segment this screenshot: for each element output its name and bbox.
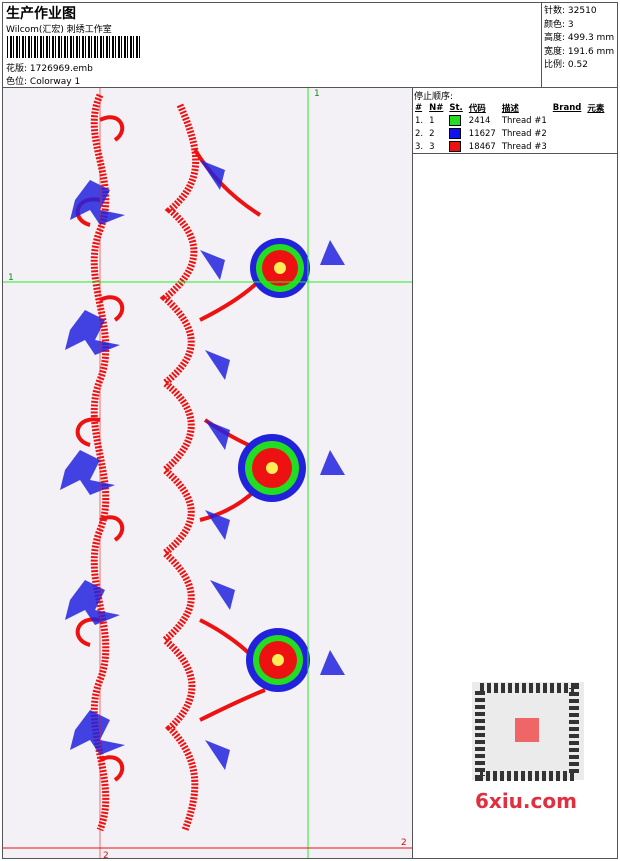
thread-row: 1. 1 2414 Thread #1 — [412, 114, 607, 127]
description: Thread #2 — [501, 128, 547, 139]
title: 生产作业图 — [6, 6, 76, 22]
stat-label: 针数: — [544, 6, 566, 16]
stop-title: 停止顺序: — [414, 92, 454, 102]
side-panel — [412, 87, 618, 859]
label: 色位: — [6, 77, 28, 87]
stat-row: 宽度: 191.6 mm — [544, 46, 614, 60]
column-header: 元素 — [587, 103, 605, 114]
needle: 1 — [429, 115, 435, 126]
code: 11627 — [468, 128, 496, 139]
label: 花版: — [6, 64, 28, 74]
stat-label: 宽度: — [544, 46, 566, 57]
swatch — [449, 115, 462, 126]
thread-row: 2. 2 11627 Thread #2 — [412, 127, 607, 140]
marker: 1 — [314, 89, 320, 99]
stat-value: 191.6 mm — [567, 46, 615, 57]
column-header: 描述 — [501, 103, 519, 114]
index: 3. — [415, 141, 424, 152]
colorway-row: 色位: Colorway 1 — [6, 74, 80, 87]
code: 18467 — [468, 141, 496, 152]
scallop — [159, 103, 200, 832]
stats: 针数: 32510 颜色: 3 高度: 499.3 mm 宽度: 191.6 mm 比例… — [544, 5, 614, 73]
flowers — [238, 238, 310, 692]
stat-label: 比例: — [544, 60, 566, 70]
swatch — [449, 141, 462, 152]
column-header: Brand — [552, 102, 582, 113]
description: Thread #1 — [501, 115, 547, 126]
leaves — [60, 180, 125, 755]
stat-label: 高度: — [544, 33, 566, 43]
column-header: St. — [449, 102, 463, 113]
column-header: N# — [429, 102, 444, 113]
needle: 3 — [429, 141, 435, 152]
stat-value: 3 — [567, 19, 574, 30]
value: 1726969.emb — [29, 64, 93, 74]
value: Colorway 1 — [29, 77, 81, 87]
column-header: 代码 — [468, 103, 486, 114]
swatch-cell — [446, 127, 465, 140]
thread-row: 3. 3 18467 Thread #3 — [412, 140, 607, 153]
thread-table: # N# St. 代码 描述 Brand 元素 1. 1 2414 Thread #1 2. 2 1162… — [412, 101, 607, 153]
stat-row: 颜色: 3 — [544, 19, 614, 33]
index: 2. — [415, 128, 424, 139]
divider — [412, 153, 618, 154]
stat-row: 高度: 499.3 mm — [544, 32, 614, 46]
swatch-cell — [446, 140, 465, 153]
stat-value: 0.52 — [567, 60, 588, 70]
code: 2414 — [468, 115, 491, 126]
header-row: # N# St. 代码 描述 Brand 元素 — [412, 101, 607, 114]
description: Thread #3 — [501, 141, 547, 152]
column-header: # — [415, 102, 423, 113]
swatch-cell — [446, 114, 465, 127]
barcode — [7, 36, 140, 58]
stat-label: 颜色: — [544, 19, 566, 30]
stat-value: 499.3 mm — [567, 33, 615, 43]
stems — [193, 148, 267, 722]
watermark: 6xiu.com — [475, 789, 577, 813]
studio: Wilcom(汇宏) 刺绣工作室 — [6, 25, 112, 35]
needle: 2 — [429, 128, 435, 139]
swatch — [449, 128, 462, 139]
marker: 1 — [8, 273, 14, 283]
qr-logo — [515, 718, 539, 742]
design-row: 花版: 1726969.emb — [6, 61, 93, 74]
marker: 2 — [401, 838, 407, 848]
stat-row: 比例: 0.52 — [544, 59, 614, 73]
stat-value: 32510 — [567, 6, 597, 16]
index: 1. — [415, 115, 424, 126]
marker: 2 — [103, 851, 109, 861]
stat-row: 针数: 32510 — [544, 5, 614, 19]
